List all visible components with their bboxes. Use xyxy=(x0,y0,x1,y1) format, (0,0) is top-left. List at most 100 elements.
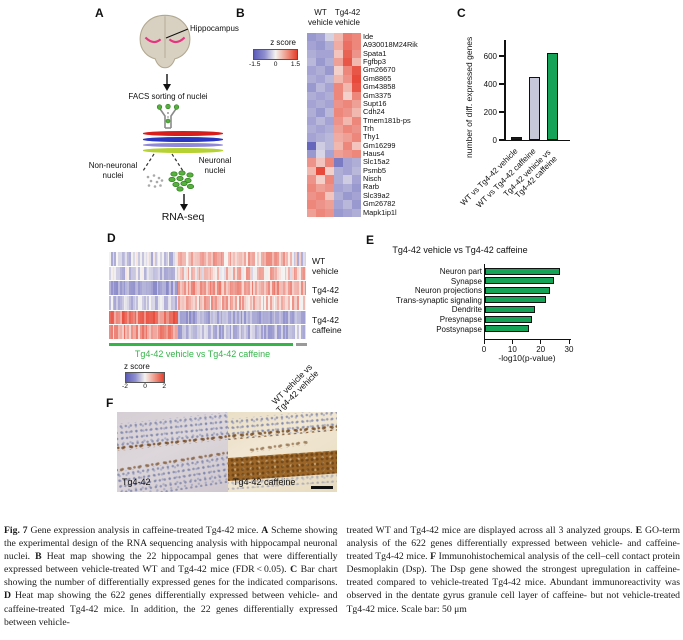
d-heatmap-stripe xyxy=(244,296,247,310)
d-heatmap-stripe xyxy=(275,310,278,325)
b-heatmap-cell xyxy=(316,74,325,84)
d-heatmap-stripe xyxy=(293,266,296,281)
gene-label: Supt16 xyxy=(363,98,387,108)
b-heatmap-cell xyxy=(334,91,343,100)
d-heatmap-stripe xyxy=(178,325,181,340)
b-heatmap-cell xyxy=(307,33,316,42)
d-heatmap-stripe xyxy=(215,281,217,296)
d-heatmap-stripe xyxy=(152,310,155,325)
d-heatmap-stripe xyxy=(282,325,285,340)
b-heatmap-cell xyxy=(316,208,325,217)
d-heatmap-stripe xyxy=(178,310,181,325)
d-heatmap-stripe xyxy=(182,252,184,266)
b-heatmap-cell xyxy=(334,124,343,134)
d-heatmap-stripe xyxy=(233,252,236,266)
band-blue xyxy=(143,137,223,142)
d-heatmap-stripe xyxy=(220,252,223,266)
d-heatmap-stripe xyxy=(162,281,164,296)
d-heatmap-stripe xyxy=(202,266,205,281)
d-heatmap-stripe xyxy=(211,281,214,296)
d-heatmap-stripe xyxy=(110,325,113,340)
d-heatmap-stripe xyxy=(240,281,243,296)
d-heatmap-stripe xyxy=(116,281,119,296)
d-heatmap-stripe xyxy=(151,281,153,296)
d-heatmap-stripe xyxy=(143,310,146,325)
d-heatmap-stripe xyxy=(304,252,307,266)
d-heatmap-stripe xyxy=(279,310,281,325)
b-heatmap-cell xyxy=(334,150,343,159)
panel-d-label: D xyxy=(107,231,116,245)
d-heatmap-stripe xyxy=(187,266,190,281)
b-heatmap-cell xyxy=(307,175,316,184)
d-heatmap-stripe xyxy=(200,252,203,266)
b-heatmap-cell xyxy=(325,41,334,50)
d-heatmap-stripe xyxy=(304,296,307,310)
d-heatmap-stripe xyxy=(280,266,283,281)
b-heatmap-cell xyxy=(307,99,316,109)
d-heatmap-stripe xyxy=(251,252,254,266)
d-heatmap-stripe xyxy=(257,310,259,325)
d-heatmap-stripe xyxy=(194,296,197,310)
e-bar xyxy=(485,296,546,304)
d-heatmap-stripe xyxy=(176,296,179,310)
rnaseq-label: RNA-seq xyxy=(161,211,205,223)
b-heatmap-cell xyxy=(325,166,334,176)
gene-label: Gm26670 xyxy=(363,65,396,75)
d-heatmap-stripe xyxy=(299,266,301,281)
d-heatmap-stripe xyxy=(238,310,241,325)
d-heatmap-stripe xyxy=(158,325,161,340)
d-heatmap-stripe xyxy=(178,266,181,281)
d-heatmap-stripe xyxy=(251,266,254,281)
d-heatmap-stripe xyxy=(180,266,183,281)
d-heatmap-stripe xyxy=(269,325,272,340)
d-heatmap-stripe xyxy=(295,310,298,325)
d-heatmap-stripe xyxy=(284,310,287,325)
b-heatmap-cell xyxy=(343,166,352,176)
c-tick-mark xyxy=(499,111,504,113)
d-heatmap-stripe xyxy=(125,252,128,266)
e-tick-label: 10 xyxy=(507,344,517,354)
b-heatmap-cell xyxy=(325,124,334,134)
d-heatmap-stripe xyxy=(286,310,289,325)
d-heatmap-stripe xyxy=(235,252,237,266)
d-heatmap-stripe xyxy=(165,310,168,325)
d-heatmap-stripe xyxy=(162,325,164,340)
d-heatmap-stripe xyxy=(299,296,301,310)
d-heatmap-stripe xyxy=(156,252,159,266)
b-heatmap-cell xyxy=(343,175,352,184)
d-heatmap-stripe xyxy=(207,252,210,266)
d-heatmap-stripe xyxy=(233,310,236,325)
b-heatmap-cell xyxy=(343,200,352,209)
d-heatmap-stripe xyxy=(249,310,252,325)
d-heatmap-stripe xyxy=(183,266,186,281)
b-heatmap-cell xyxy=(334,83,343,92)
d-heatmap-stripe xyxy=(202,281,205,296)
d-heatmap-stripe xyxy=(171,310,173,325)
d-heatmap-stripe xyxy=(125,310,128,325)
d-heatmap-stripe xyxy=(119,310,122,325)
b-heatmap-cell xyxy=(343,58,352,67)
d-heatmap-stripe xyxy=(304,310,307,325)
d-heatmap-stripe xyxy=(202,325,205,340)
e-tick-mark xyxy=(568,340,570,344)
d-heatmap-stripe xyxy=(289,252,292,266)
d-heatmap-stripe xyxy=(235,325,237,340)
b-heatmap-cell xyxy=(334,74,343,84)
d-heatmap-stripe xyxy=(129,281,131,296)
d-heatmap-stripe xyxy=(141,266,144,281)
d-heatmap-stripe xyxy=(215,296,217,310)
d-heatmap-stripe xyxy=(253,266,256,281)
d-heatmap-stripe xyxy=(134,296,137,310)
b-heatmap-cell xyxy=(343,158,352,167)
d-heatmap-stripe xyxy=(207,296,210,310)
panel-f-label: F xyxy=(106,396,114,410)
b-heatmap-cell xyxy=(316,191,325,201)
d-heatmap-stripe xyxy=(222,266,225,281)
d-heatmap-stripe xyxy=(189,296,192,310)
d-heatmap-stripe xyxy=(215,310,217,325)
gene-label: Gm3375 xyxy=(363,90,392,100)
d-heatmap-stripe xyxy=(151,266,153,281)
d-heatmap-stripe xyxy=(233,266,236,281)
d-heatmap-stripe xyxy=(145,281,148,296)
d-heatmap-stripe xyxy=(169,296,172,310)
